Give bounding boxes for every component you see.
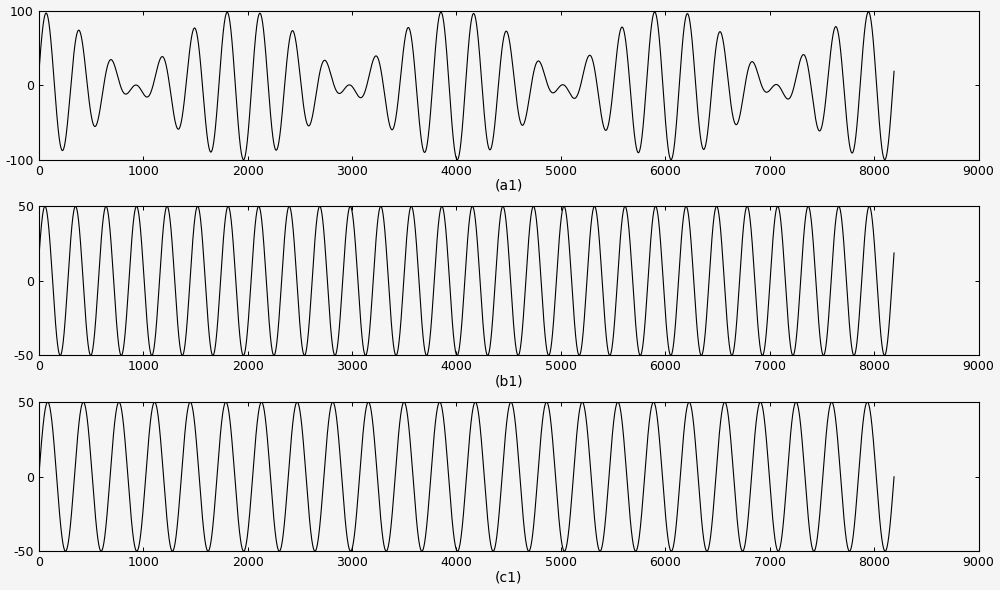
X-axis label: (b1): (b1) — [494, 375, 523, 389]
X-axis label: (a1): (a1) — [494, 179, 523, 193]
X-axis label: (c1): (c1) — [495, 571, 522, 585]
